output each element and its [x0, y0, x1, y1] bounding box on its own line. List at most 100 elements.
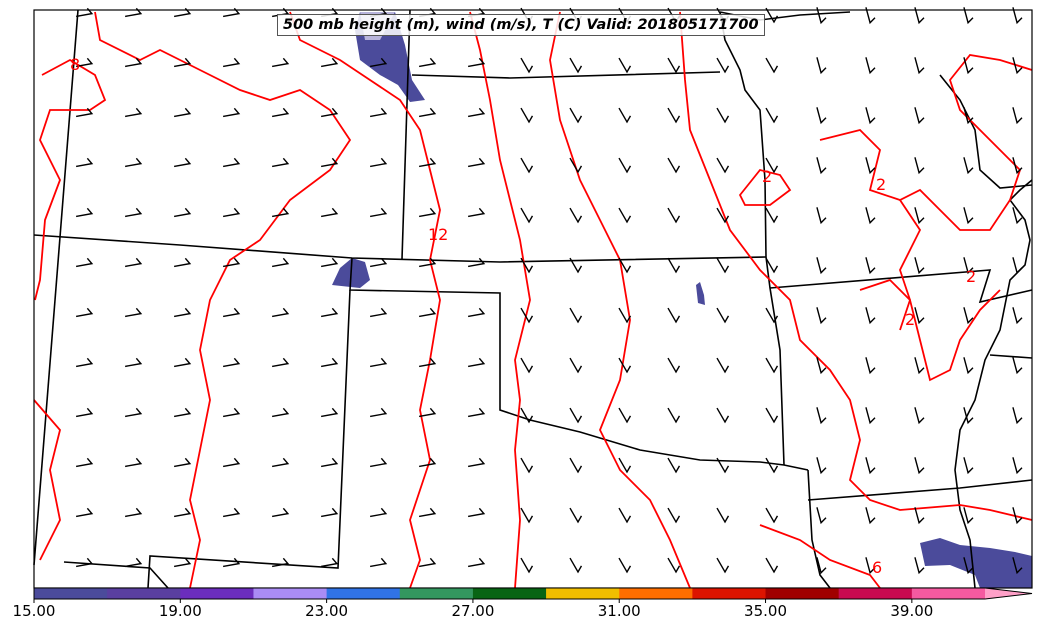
wind-barb — [174, 157, 192, 168]
colorbar-segment — [765, 588, 840, 599]
colorbar-segment — [546, 588, 620, 599]
wind-barb — [569, 257, 583, 274]
wind-barb — [569, 557, 583, 574]
wind-barb — [321, 507, 339, 518]
wind-barb — [520, 407, 534, 424]
wind-barb — [223, 307, 241, 318]
wind-barb — [765, 107, 779, 124]
wind-barb — [75, 407, 94, 418]
wind-barb — [963, 7, 974, 25]
colorbar-segment — [692, 588, 767, 599]
wind-barb — [468, 457, 486, 468]
wind-barb — [1012, 357, 1023, 375]
wind-barb — [914, 107, 925, 125]
wind-barb — [716, 357, 730, 374]
wind-barb — [914, 7, 925, 25]
wind-barb — [569, 507, 583, 524]
wind-barb — [321, 257, 339, 268]
wind-barb — [618, 257, 632, 274]
wind-barb — [816, 457, 827, 475]
wind-barb — [468, 207, 486, 218]
colorbar-segment — [472, 588, 547, 599]
wind-barb — [765, 357, 779, 374]
wind-barb — [963, 307, 974, 325]
wind-barb — [569, 357, 583, 374]
colorbar-segment — [326, 588, 401, 599]
wind-barb — [520, 357, 534, 374]
wind-barb — [716, 457, 730, 474]
wind-barb — [75, 557, 94, 568]
wind-barb — [816, 207, 827, 225]
wind-barb — [520, 157, 534, 174]
wind-barb — [716, 57, 730, 74]
wind-barb — [914, 457, 925, 475]
wind-barb — [816, 307, 827, 325]
wind-barb — [223, 507, 241, 518]
wind-barb — [816, 557, 827, 575]
contour-label: 2 — [762, 167, 772, 186]
wind-barb — [272, 207, 290, 218]
wind-barb — [75, 107, 94, 118]
wind-barb — [223, 57, 241, 68]
wind-barb — [667, 307, 681, 324]
wind-barb — [865, 457, 876, 475]
wind-barb — [125, 257, 143, 268]
wind-barb — [1012, 7, 1023, 25]
wind-barb — [75, 157, 94, 168]
wind-barb — [174, 357, 192, 368]
wind-barb — [370, 157, 388, 168]
wind-barb — [125, 407, 143, 418]
wind-barb — [1012, 557, 1023, 575]
wind-barb — [914, 407, 925, 425]
wind-barb — [569, 407, 583, 424]
wind-barb — [520, 307, 534, 324]
wind-barb — [865, 357, 876, 375]
colorbar-tick-label: 23.00 — [305, 602, 349, 620]
wind-barb — [419, 157, 437, 168]
wind-barb — [963, 157, 974, 175]
wind-barb — [914, 157, 925, 175]
wind-barb — [370, 507, 388, 518]
wind-barb — [667, 557, 681, 574]
wind-barb — [816, 157, 827, 175]
contour-label: 2 — [905, 310, 915, 329]
wind-barb — [569, 157, 583, 174]
wind-barb — [370, 357, 388, 368]
wind-barb — [419, 357, 437, 368]
map-frame — [33, 9, 1033, 589]
wind-barb — [520, 107, 534, 124]
wind-barb — [75, 57, 94, 68]
wind-barb — [914, 57, 925, 75]
wind-barb — [272, 407, 290, 418]
wind-barb — [223, 207, 241, 218]
wind-barb — [419, 307, 437, 318]
wind-barb — [419, 107, 437, 118]
wind-barb — [963, 357, 974, 375]
wind-barb — [370, 107, 388, 118]
wind-barb — [419, 507, 437, 518]
wind-barb — [569, 107, 583, 124]
wind-barb — [125, 457, 143, 468]
wind-barb — [468, 507, 486, 518]
wind-barb — [865, 207, 876, 225]
wind-barb — [667, 107, 681, 124]
wind-barb — [468, 407, 486, 418]
wind-barb — [716, 407, 730, 424]
wind-barb — [963, 557, 974, 575]
wind-barb — [816, 107, 827, 125]
wind-barb — [865, 157, 876, 175]
wind-barb — [865, 107, 876, 125]
wind-barb — [816, 7, 827, 25]
wind-barb — [569, 457, 583, 474]
wind-barb — [272, 507, 290, 518]
wind-barb — [914, 257, 925, 275]
wind-barb — [667, 457, 681, 474]
wind-barb — [667, 507, 681, 524]
wind-barb — [667, 57, 681, 74]
wind-barb — [765, 7, 779, 24]
wind-barb — [618, 157, 632, 174]
wind-barb — [1012, 457, 1023, 475]
contour-label: 12 — [428, 225, 448, 244]
wind-barb — [75, 307, 94, 318]
wind-barb — [618, 357, 632, 374]
